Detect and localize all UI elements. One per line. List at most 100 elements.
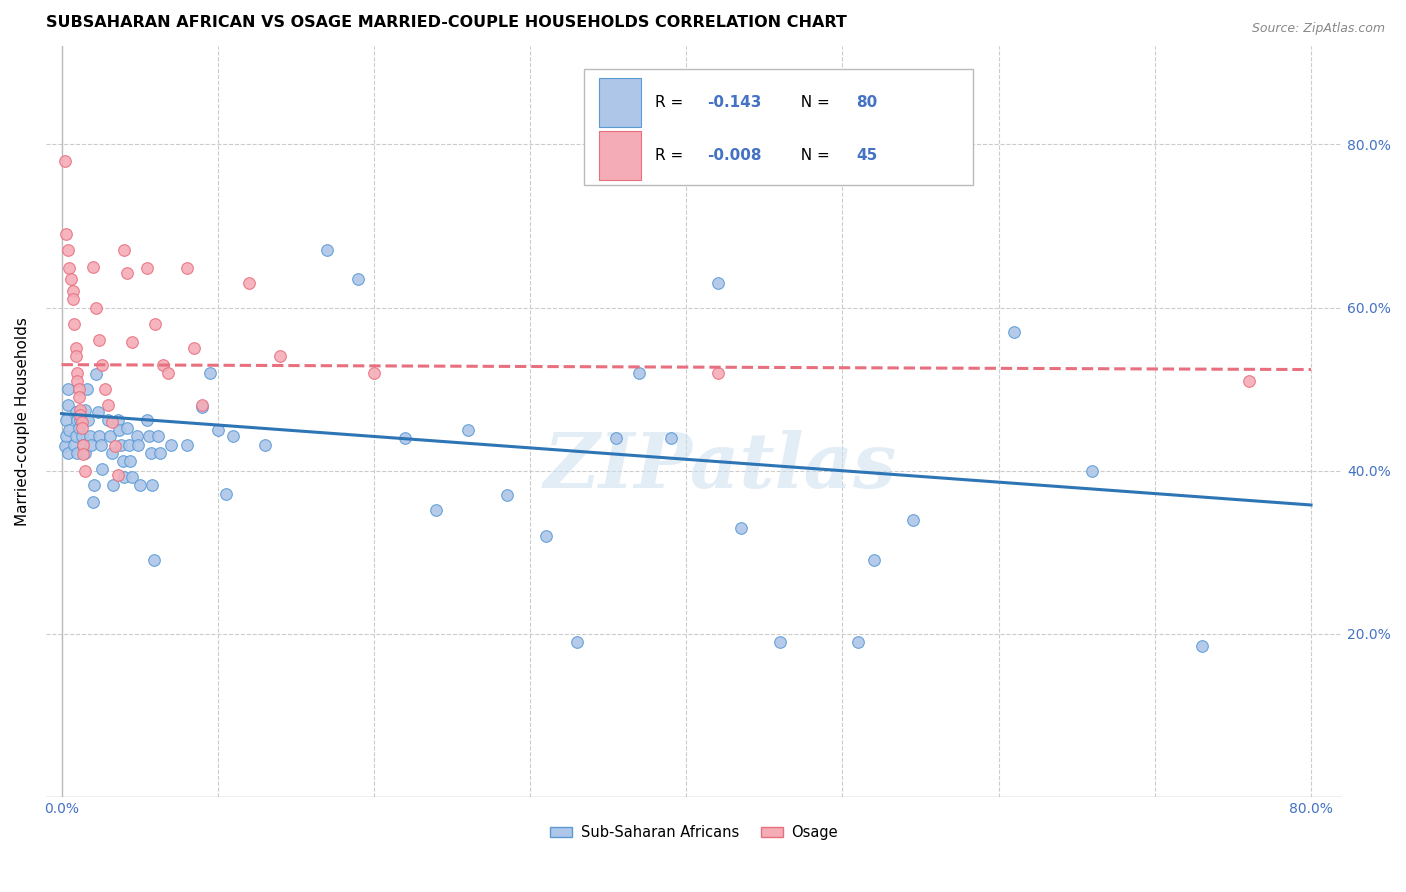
Point [139,446,162,460]
Point [59,272,82,286]
Point [66,413,89,427]
Point [110,437,132,451]
Point [901,513,924,527]
Point [73,464,96,478]
Point [87,333,110,347]
Point [55,413,77,427]
Point [66,366,89,380]
Point [628,366,651,380]
Point [347,272,370,286]
Point [87,429,110,443]
Point [65,405,87,419]
Point [72,437,94,451]
Point [107,467,129,482]
Point [97,413,120,427]
Point [100,446,122,460]
Text: N =: N = [792,148,835,162]
Point [1191,639,1213,653]
Point [58,261,80,276]
Point [706,366,728,380]
Point [70,429,93,443]
Text: 45: 45 [856,148,877,162]
Point [160,437,183,451]
Point [108,423,131,437]
Point [80,437,103,451]
Point [699,169,721,184]
Point [67,382,90,396]
Point [121,470,143,484]
Point [148,429,170,443]
Point [238,276,260,290]
Point [65,429,87,443]
Point [769,635,792,649]
Point [65,342,87,356]
Legend: Sub-Saharan Africans, Osage: Sub-Saharan Africans, Osage [544,820,844,847]
Text: 80: 80 [856,95,877,111]
Text: R =: R = [655,95,689,111]
Point [91,462,114,476]
Point [53,153,76,168]
Point [72,437,94,451]
Point [79,429,101,443]
Point [862,553,884,567]
Point [63,317,86,331]
Point [128,478,150,492]
Point [120,454,142,468]
Point [152,358,174,372]
Point [55,429,77,443]
Point [67,390,90,404]
Point [138,429,160,443]
Point [176,261,198,276]
Point [207,423,229,437]
Point [94,382,117,396]
Point [125,429,148,443]
Point [115,421,138,435]
Point [86,405,108,419]
Point [62,284,84,298]
Point [1081,464,1104,478]
Point [56,399,79,413]
Point [101,478,124,492]
Text: Source: ZipAtlas.com: Source: ZipAtlas.com [1251,22,1385,36]
Y-axis label: Married-couple Households: Married-couple Households [15,318,30,526]
Point [253,437,276,451]
Point [112,470,135,484]
Point [495,488,517,502]
Point [269,350,291,364]
Text: ZIPatlas: ZIPatlas [544,430,897,504]
Point [191,400,214,414]
Point [53,439,76,453]
Point [82,494,104,508]
Point [222,429,245,443]
Point [457,423,479,437]
Point [143,317,166,331]
Point [115,266,138,280]
Point [84,368,107,382]
Point [142,553,165,567]
Point [65,350,87,364]
Point [69,413,91,427]
Point [69,409,91,423]
Point [70,421,93,435]
Point [56,446,79,460]
Point [394,431,416,445]
Text: R =: R = [655,148,689,162]
Point [121,334,143,349]
Point [66,374,89,388]
Point [84,301,107,315]
Point [76,382,98,396]
Point [100,415,122,429]
Point [846,635,869,649]
Point [659,431,682,445]
Point [58,423,80,437]
Point [191,399,214,413]
Point [90,437,112,451]
Point [55,227,77,241]
Point [183,342,205,356]
Point [62,293,84,307]
Point [82,260,104,274]
Point [97,399,120,413]
Text: N =: N = [792,95,835,111]
Point [706,276,728,290]
Point [63,437,86,451]
